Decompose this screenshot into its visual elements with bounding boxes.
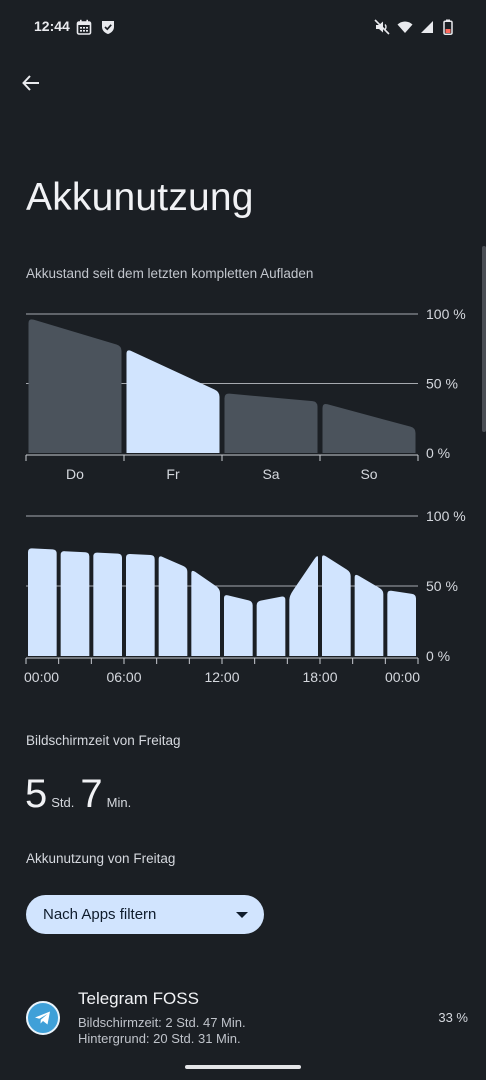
screen-time-minutes: 7 xyxy=(80,772,103,816)
y-tick-label: 100 % xyxy=(426,508,466,524)
y-tick-label: 50 % xyxy=(426,578,458,594)
x-tick-label: Fr xyxy=(166,466,180,482)
day-battery-area xyxy=(224,393,318,453)
hour-battery-bar xyxy=(93,552,122,656)
app-filter-label: Nach Apps filtern xyxy=(43,906,157,923)
status-bar: 12:44 xyxy=(0,0,486,56)
status-time: 12:44 xyxy=(34,18,70,34)
hour-battery-bar xyxy=(354,574,384,656)
x-tick-label: 12:00 xyxy=(204,669,239,685)
screen-time-minutes-unit: Min. xyxy=(106,795,132,810)
mute-icon xyxy=(374,19,390,35)
scroll-indicator xyxy=(482,246,486,432)
daily-battery-chart-svg: 100 % 50 % 0 % Do Fr Sa So xyxy=(25,306,466,482)
x-tick-label: 06:00 xyxy=(106,669,141,685)
day-battery-area xyxy=(126,350,220,453)
dropdown-caret-icon xyxy=(236,912,248,918)
app-filter-dropdown[interactable]: Nach Apps filtern xyxy=(26,895,264,934)
y-tick-label: 0 % xyxy=(426,648,450,664)
y-tick-label: 50 % xyxy=(426,376,458,392)
usage-label: Akkunutzung von Freitag xyxy=(26,851,176,866)
app-screen-time: Bildschirmzeit: 2 Std. 47 Min. xyxy=(78,1015,246,1030)
x-tick-label: Sa xyxy=(262,466,279,482)
hour-battery-bar xyxy=(60,551,90,656)
x-tick-label: 00:00 xyxy=(24,669,59,685)
x-tick-label: 18:00 xyxy=(302,669,337,685)
shield-icon xyxy=(100,19,116,35)
hour-battery-bar xyxy=(28,548,57,656)
x-tick-label: 00:00 xyxy=(385,669,420,685)
page-title: Akkunutzung xyxy=(26,176,254,219)
screen-time-label: Bildschirmzeit von Freitag xyxy=(26,733,181,748)
hour-battery-bar xyxy=(387,590,416,656)
screen-time-hours-unit: Std. xyxy=(51,795,75,810)
x-tick-label: Do xyxy=(66,466,84,482)
hour-battery-bar xyxy=(289,556,318,656)
hour-battery-bar xyxy=(158,556,188,656)
gesture-nav-handle[interactable] xyxy=(185,1065,301,1069)
hour-battery-bar xyxy=(191,570,220,656)
hour-battery-bar xyxy=(256,596,286,656)
hour-battery-bar xyxy=(224,595,253,656)
screen-time-value: 5 Std. 7 Min. xyxy=(25,772,137,817)
y-tick-label: 100 % xyxy=(426,306,466,322)
signal-icon xyxy=(420,19,436,35)
hourly-battery-chart-svg: 100 % 50 % 0 % 00:00 06:00 12:00 18:00 00:00 xyxy=(24,508,466,685)
calendar-icon xyxy=(76,19,92,35)
back-button[interactable] xyxy=(14,68,48,102)
app-background-time: Hintergrund: 20 Std. 31 Min. xyxy=(78,1031,241,1046)
daily-battery-chart[interactable]: 100 % 50 % 0 % Do Fr Sa So xyxy=(0,300,486,490)
app-row-telegram[interactable]: Telegram FOSS Bildschirmzeit: 2 Std. 47 … xyxy=(0,984,486,1054)
app-usage-percent: 33 % xyxy=(438,1010,468,1025)
battery-chart-subtitle: Akkustand seit dem letzten kompletten Au… xyxy=(26,266,314,281)
battery-icon xyxy=(443,19,453,35)
hour-battery-bar xyxy=(126,553,155,656)
wifi-icon xyxy=(397,19,413,35)
y-tick-label: 0 % xyxy=(426,445,450,461)
hour-battery-bar xyxy=(322,555,351,656)
x-tick-label: So xyxy=(360,466,377,482)
arrow-left-icon xyxy=(21,73,41,98)
telegram-icon xyxy=(26,1001,60,1035)
app-name: Telegram FOSS xyxy=(78,989,199,1008)
screen-time-hours: 5 xyxy=(25,772,48,816)
day-battery-area xyxy=(322,404,416,453)
hourly-battery-chart: 100 % 50 % 0 % 00:00 06:00 12:00 18:00 00:00 xyxy=(0,502,486,694)
day-battery-area xyxy=(28,319,122,453)
